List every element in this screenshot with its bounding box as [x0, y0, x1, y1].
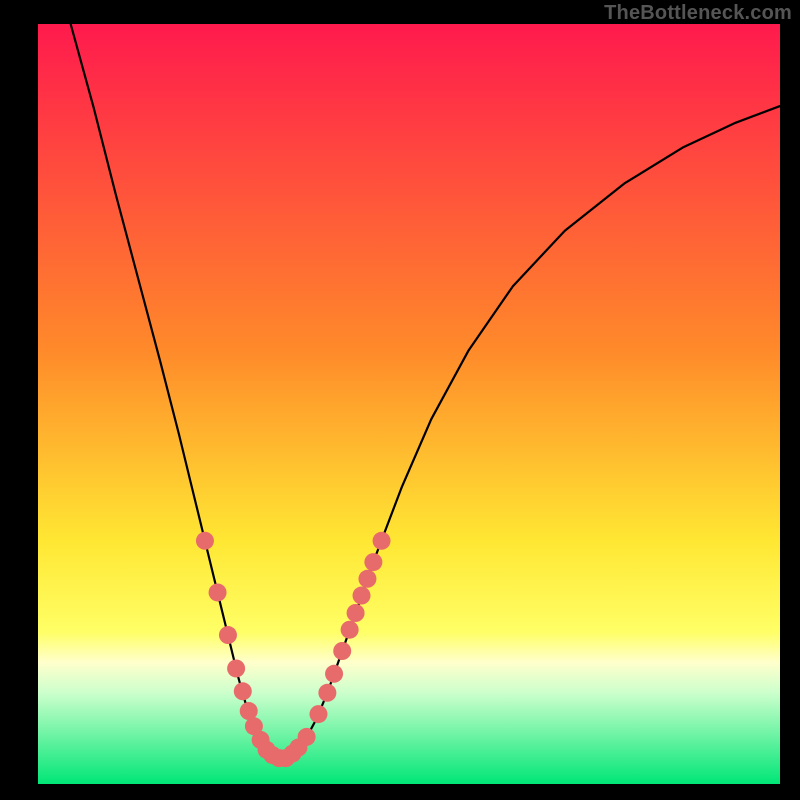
data-point — [341, 621, 359, 639]
data-point — [358, 570, 376, 588]
data-point — [373, 532, 391, 550]
data-point — [234, 682, 252, 700]
data-point — [227, 659, 245, 677]
curve-svg — [38, 24, 780, 784]
data-point — [298, 728, 316, 746]
data-point — [209, 583, 227, 601]
bottleneck-curve — [71, 24, 780, 758]
watermark-text: TheBottleneck.com — [604, 2, 792, 25]
data-point — [333, 642, 351, 660]
data-point — [309, 705, 327, 723]
data-point — [353, 587, 371, 605]
plot-area — [38, 24, 780, 784]
chart-container: TheBottleneck.com — [0, 0, 800, 800]
data-point — [219, 626, 237, 644]
data-point — [196, 532, 214, 550]
data-point — [325, 665, 343, 683]
data-point — [347, 604, 365, 622]
data-point — [364, 553, 382, 571]
data-point — [318, 684, 336, 702]
